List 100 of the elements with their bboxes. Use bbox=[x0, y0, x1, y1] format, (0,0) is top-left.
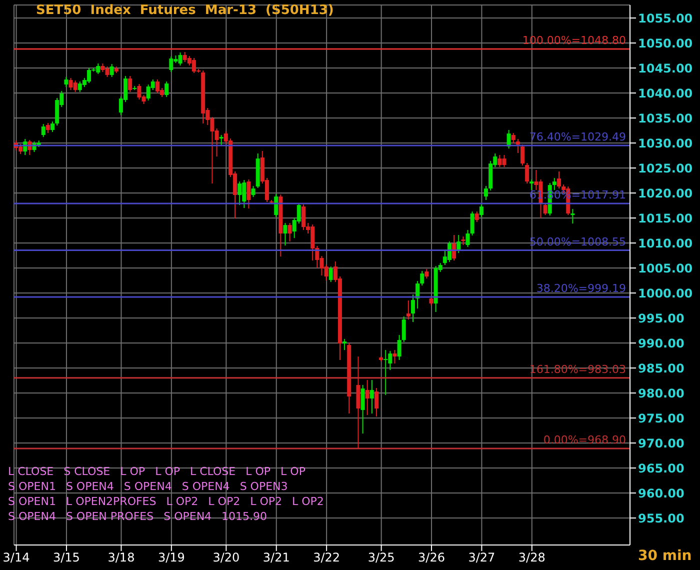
annotation: L CLOSE bbox=[190, 465, 236, 478]
annotation: L OP2 bbox=[250, 495, 282, 508]
y-tick-label: 1010.00 bbox=[638, 236, 693, 250]
candlestick bbox=[274, 194, 278, 218]
candlestick bbox=[374, 388, 378, 417]
y-tick-label: 975.00 bbox=[638, 411, 684, 426]
y-tick-label: 1000.00 bbox=[638, 286, 693, 300]
annotation: L OP2 bbox=[208, 495, 240, 508]
candlestick bbox=[424, 268, 429, 279]
candlestick bbox=[416, 280, 420, 309]
y-tick-label: 995.00 bbox=[638, 311, 684, 326]
x-tick-label: 3/28 bbox=[518, 550, 546, 565]
annotation: S OPEN1 bbox=[8, 495, 56, 508]
candlestick bbox=[238, 181, 242, 206]
annotation: S OPEN4 bbox=[164, 510, 212, 523]
candlestick bbox=[365, 380, 370, 416]
y-tick-label: 1030.00 bbox=[638, 136, 693, 150]
candlestick bbox=[520, 144, 524, 166]
x-tick-label: 3/21 bbox=[262, 550, 290, 565]
candlestick bbox=[452, 234, 456, 261]
x-tick-label: 3/22 bbox=[313, 550, 340, 565]
y-tick-label: 985.00 bbox=[638, 361, 684, 376]
annotation: S OPEN4 bbox=[182, 480, 230, 493]
annotation: L OP bbox=[120, 465, 146, 478]
x-tick-label: 3/19 bbox=[158, 550, 185, 565]
y-tick-label: 1025.00 bbox=[638, 161, 693, 176]
candlestick bbox=[570, 208, 575, 224]
x-tick-label: 3/25 bbox=[368, 550, 395, 565]
y-tick-label: 955.00 bbox=[638, 511, 684, 526]
candlestick bbox=[219, 134, 224, 146]
annotation: L CLOSE bbox=[8, 465, 54, 478]
y-tick-label: 965.00 bbox=[638, 461, 684, 476]
annotation: L OP bbox=[246, 465, 271, 478]
y-tick-label: 980.00 bbox=[638, 386, 684, 400]
annotation: S OPEN4 bbox=[8, 510, 56, 523]
candlestick bbox=[456, 234, 461, 254]
candlestick bbox=[164, 81, 169, 98]
annotation: L OP bbox=[155, 465, 180, 478]
x-tick-label: 3/26 bbox=[418, 550, 445, 565]
candlestick bbox=[50, 121, 55, 132]
candlestick bbox=[73, 80, 78, 92]
annotation: S CLOSE bbox=[64, 465, 110, 478]
candlestick bbox=[246, 179, 251, 209]
candlestick bbox=[420, 270, 424, 286]
y-tick-label: 1035.00 bbox=[638, 111, 693, 126]
candlestick bbox=[474, 211, 479, 222]
annotation: L OPEN2PROFES bbox=[66, 495, 156, 508]
candlestick bbox=[543, 202, 548, 216]
x-tick-label: 3/20 bbox=[212, 550, 240, 565]
candlestick bbox=[516, 138, 520, 154]
candlestick bbox=[356, 356, 360, 448]
x-tick-label: 3/14 bbox=[2, 550, 30, 565]
candlestick bbox=[479, 204, 484, 218]
candlestick bbox=[370, 380, 374, 414]
annotation: L OP2 bbox=[292, 495, 324, 508]
candlestick bbox=[46, 122, 50, 134]
candlestick bbox=[360, 384, 365, 434]
x-axis-title: 30 min bbox=[638, 548, 692, 564]
candlestick bbox=[484, 186, 488, 200]
candlestick bbox=[552, 178, 556, 190]
candlestick bbox=[530, 179, 534, 190]
candlestick bbox=[128, 76, 132, 92]
annotation: S OPEN4 bbox=[66, 480, 114, 493]
candlestick bbox=[556, 171, 561, 189]
ref-line-label: 38.20%=999.19 bbox=[536, 282, 626, 296]
candlestick bbox=[64, 76, 68, 88]
candlestick bbox=[498, 154, 502, 168]
y-tick-label: 1005.00 bbox=[638, 261, 693, 276]
y-tick-label: 1015.00 bbox=[638, 211, 693, 226]
candlestick bbox=[397, 334, 402, 360]
candlestick bbox=[41, 124, 46, 138]
candlestick bbox=[251, 186, 256, 198]
candlestick bbox=[288, 222, 292, 242]
y-tick-label: 990.00 bbox=[638, 336, 684, 350]
annotation: S OPEN1 bbox=[8, 480, 56, 493]
candlestick bbox=[466, 230, 470, 248]
candlestick bbox=[447, 241, 452, 262]
y-tick-label: 1020.00 bbox=[638, 186, 693, 200]
y-tick-label: 960.00 bbox=[638, 486, 684, 500]
candlestick bbox=[283, 222, 288, 246]
annotation: S OPEN3 bbox=[240, 480, 288, 493]
y-tick-label: 970.00 bbox=[638, 436, 684, 450]
y-tick-label: 1050.00 bbox=[638, 36, 693, 50]
candlestick bbox=[392, 350, 397, 364]
x-tick-label: 3/27 bbox=[468, 550, 496, 565]
candlestick bbox=[410, 294, 415, 322]
x-tick-label: 3/18 bbox=[108, 550, 135, 565]
candlestick bbox=[470, 211, 474, 236]
annotation: 1015.90 bbox=[222, 510, 268, 523]
candlestick bbox=[328, 266, 333, 282]
ref-line-label: 100.00%=1048.80 bbox=[522, 34, 626, 47]
annotation: S OPEN PROFES bbox=[66, 510, 154, 523]
y-tick-label: 1040.00 bbox=[638, 86, 693, 100]
candlestick bbox=[342, 338, 347, 350]
candlestick bbox=[511, 132, 516, 144]
candlestick bbox=[55, 98, 60, 126]
y-tick-label: 1055.00 bbox=[638, 11, 693, 26]
candlestick bbox=[169, 56, 174, 72]
x-tick-label: 3/15 bbox=[53, 550, 80, 565]
candlestick bbox=[110, 64, 114, 78]
